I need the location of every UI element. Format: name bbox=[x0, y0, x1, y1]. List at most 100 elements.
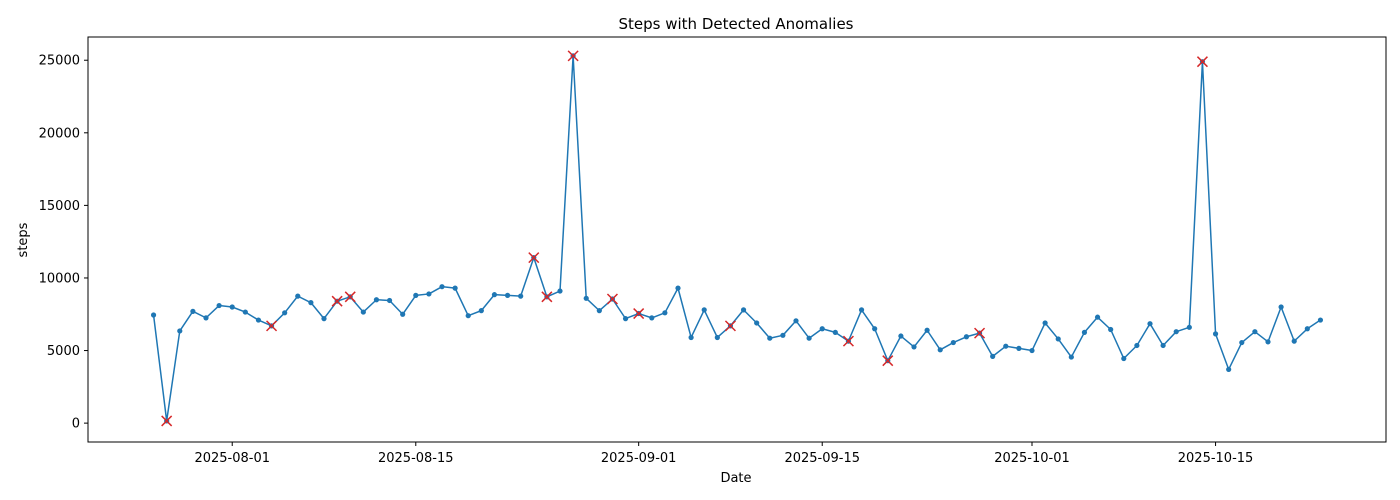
data-point bbox=[767, 335, 773, 341]
data-point bbox=[701, 307, 707, 313]
data-point bbox=[1016, 345, 1022, 351]
data-point bbox=[780, 332, 786, 338]
data-point bbox=[190, 308, 196, 314]
data-point bbox=[1029, 347, 1035, 354]
data-point bbox=[662, 310, 668, 316]
x-tick-label: 2025-09-15 bbox=[784, 451, 860, 466]
data-point bbox=[937, 347, 943, 353]
x-axis-label: Date bbox=[720, 471, 751, 486]
y-tick-label: 5000 bbox=[47, 344, 80, 359]
data-point bbox=[478, 308, 484, 314]
data-point bbox=[150, 312, 157, 318]
data-point bbox=[819, 326, 825, 332]
anomaly-marker bbox=[882, 355, 894, 367]
anomaly-marker bbox=[266, 320, 278, 332]
y-tick-label: 25000 bbox=[39, 54, 80, 69]
data-point bbox=[1055, 336, 1061, 342]
y-tick-label: 10000 bbox=[39, 271, 80, 286]
x-tick-label: 2025-10-15 bbox=[1178, 451, 1254, 466]
data-point bbox=[465, 313, 471, 319]
data-point bbox=[793, 318, 799, 324]
data-point bbox=[596, 308, 602, 314]
data-point bbox=[373, 297, 380, 303]
data-point bbox=[491, 292, 498, 298]
x-tick-label: 2025-10-01 bbox=[994, 451, 1070, 466]
data-point bbox=[714, 334, 720, 341]
data-point bbox=[1265, 339, 1271, 345]
anomaly-marker-stroke bbox=[344, 291, 356, 303]
anomaly-marker-stroke bbox=[331, 295, 343, 307]
data-point bbox=[452, 285, 458, 291]
anomaly-marker-stroke bbox=[161, 415, 173, 427]
data-point bbox=[1094, 314, 1101, 320]
data-point bbox=[806, 335, 812, 341]
axes: 0 5000 10000 15000 20000 25000 2025-08-01 2025-… bbox=[39, 36, 1387, 466]
data-point bbox=[1291, 338, 1297, 344]
anomaly-marker-stroke bbox=[842, 335, 854, 347]
anomaly-marker-stroke bbox=[541, 291, 553, 303]
data-point bbox=[504, 292, 511, 298]
data-point bbox=[242, 309, 248, 315]
data-point bbox=[1068, 354, 1074, 360]
data-point bbox=[583, 295, 589, 301]
plot-area bbox=[88, 37, 1386, 442]
data-point bbox=[255, 317, 262, 323]
data-point bbox=[924, 327, 930, 333]
data-point bbox=[1304, 326, 1310, 332]
data-point bbox=[282, 310, 288, 316]
data-point bbox=[1160, 342, 1166, 349]
data-point bbox=[872, 326, 878, 332]
anomaly-marker-stroke bbox=[724, 320, 736, 332]
chart-marks bbox=[150, 50, 1324, 427]
y-tick-label: 0 bbox=[72, 417, 80, 432]
data-point bbox=[229, 304, 235, 310]
data-point bbox=[1121, 355, 1127, 362]
data-point bbox=[688, 334, 694, 341]
anomaly-marker-stroke bbox=[606, 293, 618, 305]
data-point bbox=[557, 288, 563, 294]
data-point bbox=[1252, 329, 1258, 335]
data-point bbox=[203, 315, 209, 321]
data-point bbox=[832, 329, 838, 335]
data-point bbox=[1186, 324, 1192, 330]
anomaly-marker bbox=[724, 320, 736, 332]
anomaly-marker-stroke bbox=[882, 355, 894, 367]
data-point bbox=[622, 316, 629, 322]
y-tick-label: 20000 bbox=[39, 126, 80, 141]
data-point bbox=[754, 320, 760, 326]
y-tick-label: 15000 bbox=[39, 199, 80, 214]
data-point bbox=[295, 293, 301, 299]
data-point bbox=[675, 285, 681, 291]
anomaly-marker bbox=[974, 327, 986, 339]
data-point bbox=[898, 333, 904, 339]
anomaly-marker-stroke bbox=[528, 252, 540, 264]
chart-title: Steps with Detected Anomalies bbox=[619, 15, 854, 33]
anomaly-marker-stroke bbox=[567, 50, 579, 62]
data-point bbox=[177, 328, 183, 334]
data-point bbox=[1147, 321, 1153, 327]
anomaly-marker bbox=[633, 308, 645, 320]
data-point bbox=[518, 293, 524, 299]
anomaly-marker-stroke bbox=[974, 327, 986, 339]
data-point bbox=[308, 300, 314, 306]
data-point bbox=[439, 284, 445, 290]
data-point bbox=[426, 291, 432, 297]
data-point bbox=[1226, 366, 1232, 373]
anomaly-marker bbox=[606, 293, 618, 305]
anomaly-marker bbox=[541, 291, 553, 303]
anomaly-marker bbox=[344, 291, 356, 303]
anomaly-marker bbox=[1196, 56, 1208, 68]
data-point bbox=[990, 353, 996, 359]
data-point bbox=[1003, 343, 1009, 349]
data-point bbox=[360, 309, 366, 315]
anomaly-marker bbox=[161, 415, 173, 427]
anomaly-marker bbox=[842, 335, 854, 347]
data-point bbox=[858, 307, 865, 313]
data-point bbox=[740, 307, 747, 313]
data-point bbox=[963, 334, 970, 340]
data-point bbox=[649, 315, 655, 321]
data-point bbox=[911, 344, 917, 350]
data-point bbox=[386, 297, 393, 304]
data-point bbox=[1042, 320, 1048, 326]
